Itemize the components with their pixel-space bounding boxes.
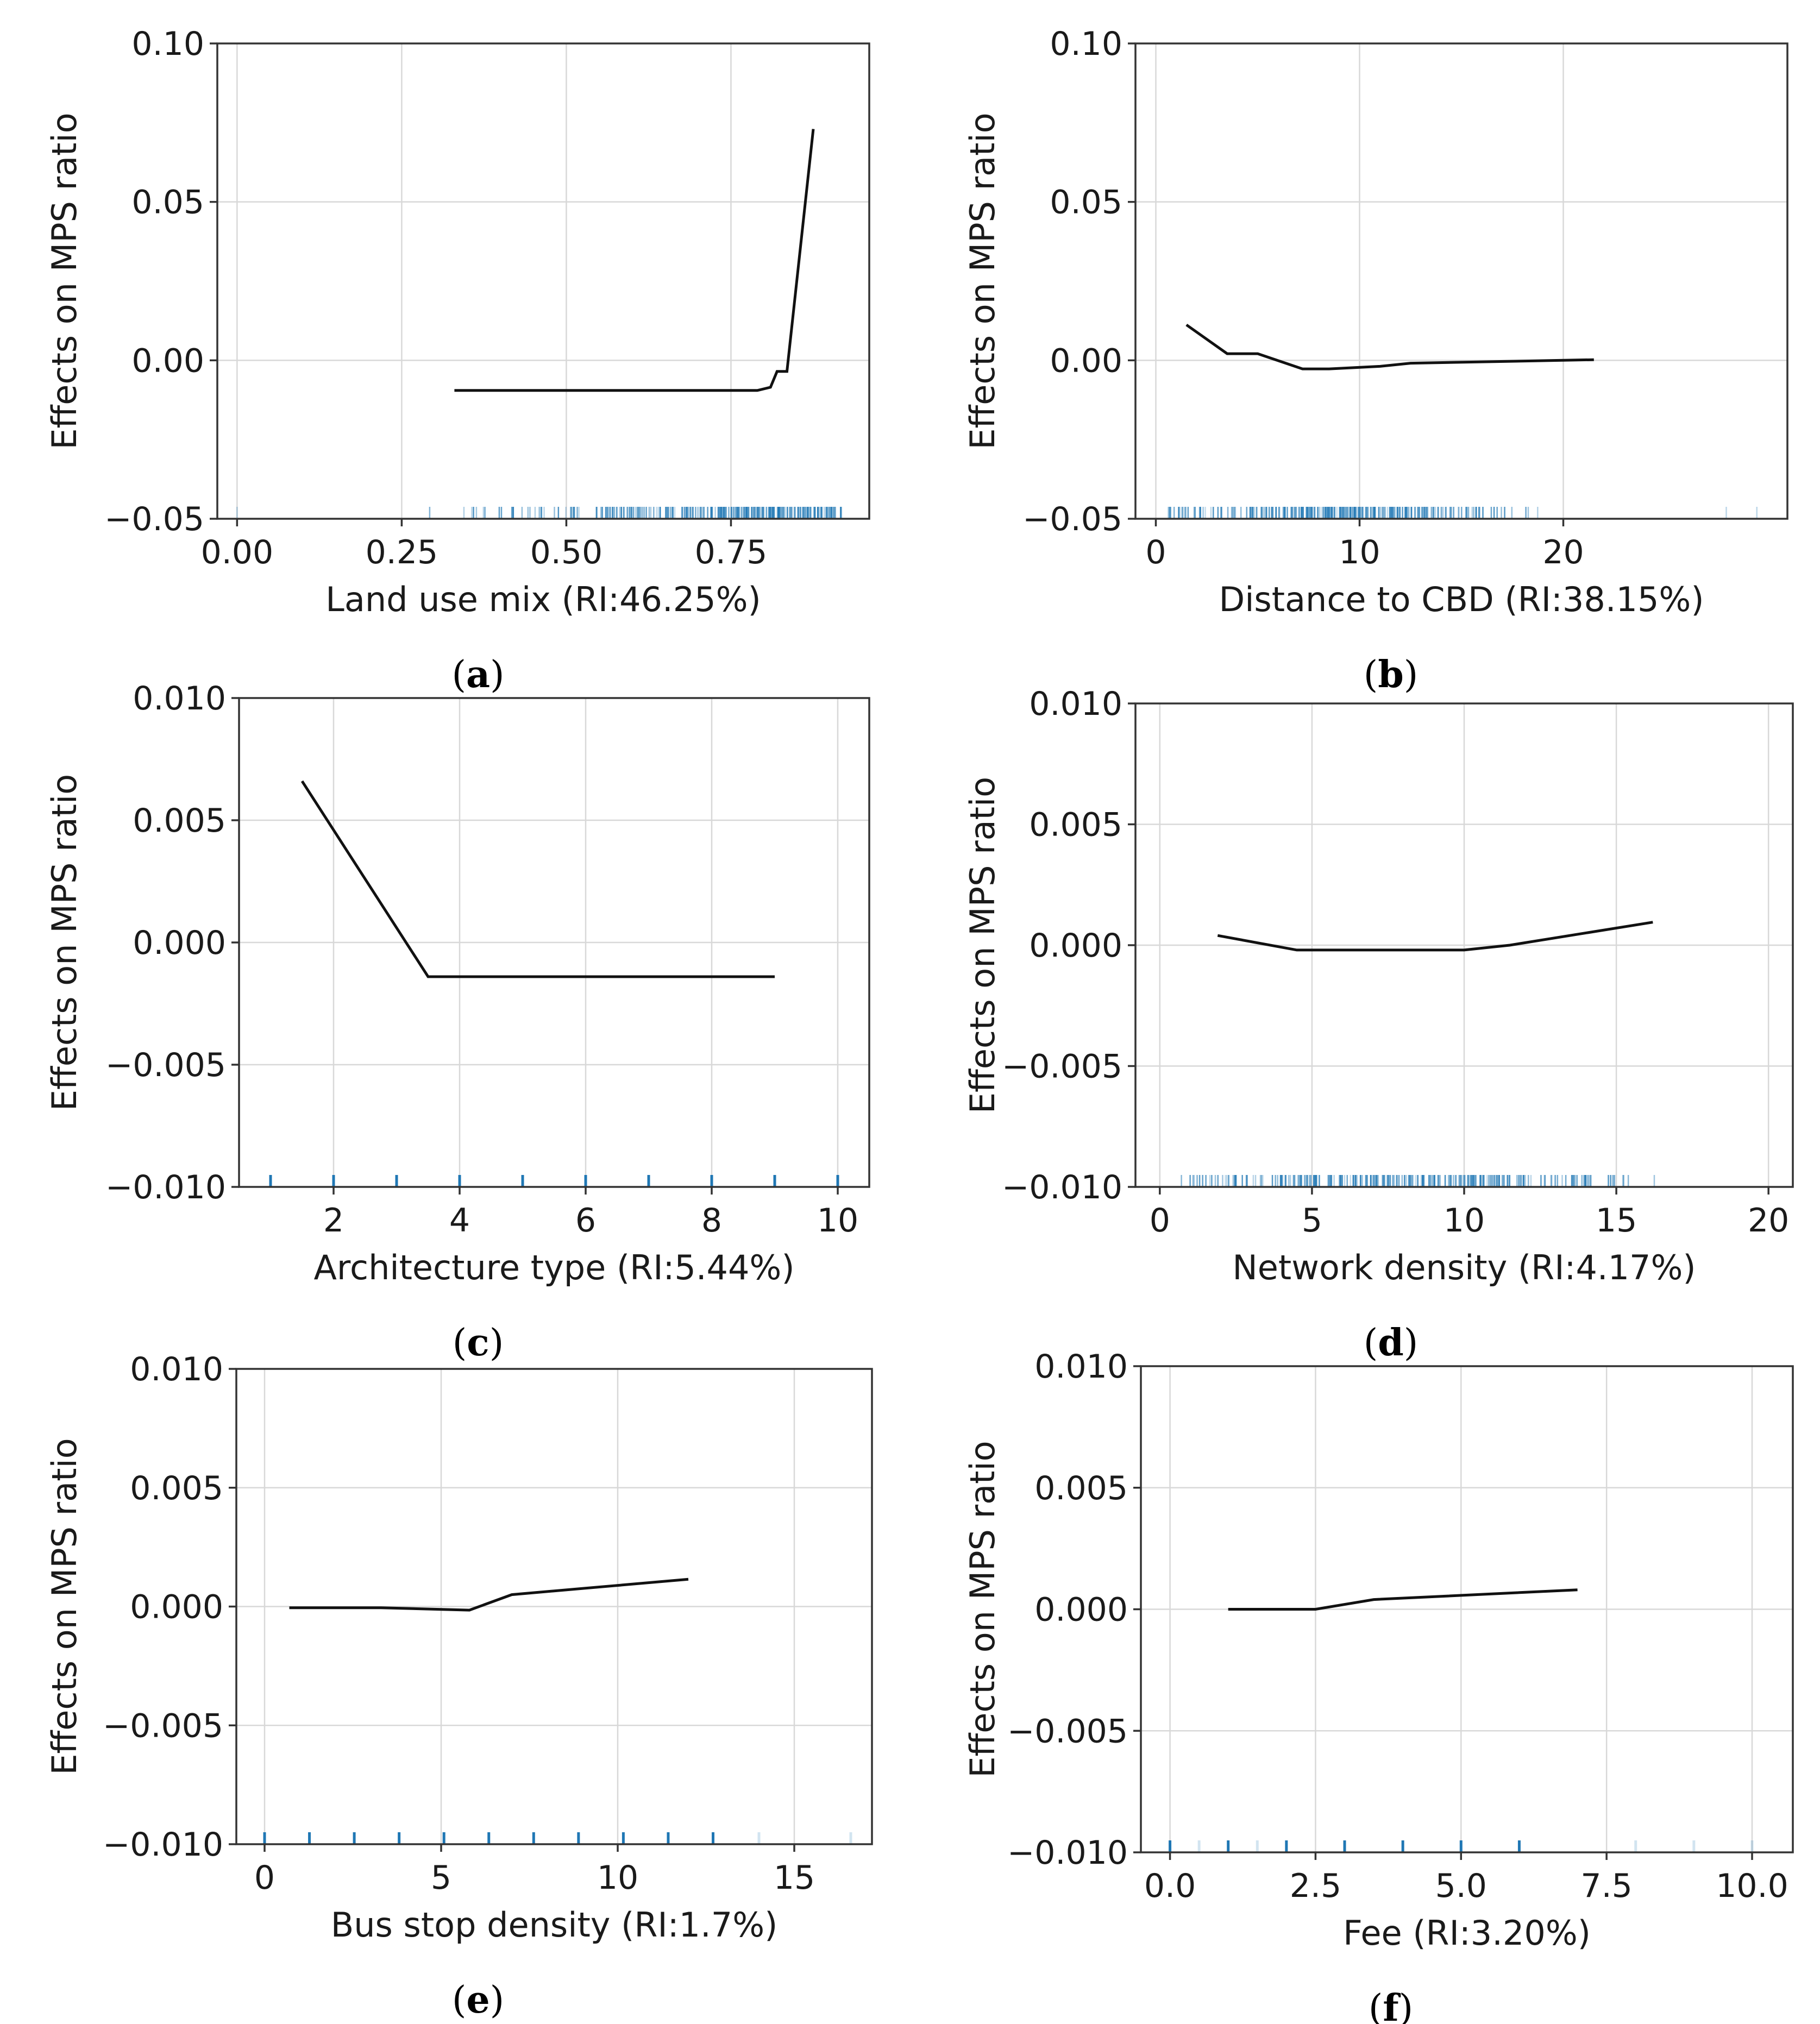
y-axis-label-d: Effects on MPS ratio xyxy=(963,777,1002,1114)
panel-e: 0 5 10 15 −0.010 −0.005 0.000 0.005 0.010 Bus sto… xyxy=(45,1350,873,2022)
x-tick-label-e-1: 5 xyxy=(431,1859,451,1897)
panel-label-a: (a) xyxy=(451,653,504,696)
x-tick-label-e-3: 15 xyxy=(774,1859,815,1897)
y-tick-label-f-2: 0.000 xyxy=(1034,1591,1128,1629)
y-axis-label-c: Effects on MPS ratio xyxy=(45,774,84,1111)
panel-b: 0 10 20 −0.05 0.00 0.05 0.10 Distance to CBD (R… xyxy=(963,25,1788,696)
x-axis-label-c: Architecture type (RI:5.44%) xyxy=(313,1248,794,1287)
y-tick-label-d-0: −0.010 xyxy=(1002,1168,1122,1206)
rug-c xyxy=(269,1175,839,1187)
y-tick-label-a-1: 0.00 xyxy=(131,342,204,380)
x-tick-label-f-1: 2.5 xyxy=(1290,1867,1341,1905)
pdp-line-a xyxy=(454,129,815,392)
x-tick-label-d-3: 15 xyxy=(1596,1202,1637,1240)
y-tick-label-b-3: 0.10 xyxy=(1050,25,1122,63)
y-tick-label-f-3: 0.005 xyxy=(1034,1469,1128,1507)
y-tick-label-b-1: 0.00 xyxy=(1050,342,1122,380)
pdp-line-e xyxy=(289,1577,689,1612)
x-axis-label-a: Land use mix (RI:46.25%) xyxy=(325,580,761,619)
x-axis-label-e: Bus stop density (RI:1.7%) xyxy=(331,1905,778,1945)
y-axis-label-a: Effects on MPS ratio xyxy=(45,112,84,449)
y-tick-label-b-0: −0.05 xyxy=(1022,500,1122,538)
x-axis-label-f: Fee (RI:3.20%) xyxy=(1343,1913,1591,1953)
x-axis-label-d: Network density (RI:4.17%) xyxy=(1232,1248,1696,1287)
panel-label-e: (e) xyxy=(452,1978,504,2022)
x-axis-label-b: Distance to CBD (RI:38.15%) xyxy=(1219,580,1704,619)
rug-a xyxy=(236,507,842,519)
x-tick-label-c-0: 2 xyxy=(323,1202,344,1240)
panel-f: 0.0 2.5 5.0 7.5 10.0 −0.010 −0.005 0.000 0.005 0.… xyxy=(963,1348,1794,2024)
x-tick-label-b-2: 20 xyxy=(1542,533,1584,571)
x-tick-label-d-0: 0 xyxy=(1150,1202,1170,1240)
x-tick-label-a-1: 0.25 xyxy=(366,533,438,571)
pdp-line-b xyxy=(1185,323,1594,370)
x-tick-label-c-4: 10 xyxy=(817,1202,858,1240)
x-tick-label-a-3: 0.75 xyxy=(695,533,768,571)
pdp-line-c xyxy=(300,780,775,978)
rug-d xyxy=(1181,1175,1655,1187)
panel-c: 2 4 6 8 10 −0.010 −0.005 0.000 0.005 0.010 Archite… xyxy=(45,680,870,1365)
y-tick-label-a-2: 0.05 xyxy=(131,184,204,222)
x-tick-label-f-2: 5.0 xyxy=(1435,1867,1487,1905)
y-tick-label-e-2: 0.000 xyxy=(130,1588,223,1626)
x-tick-label-b-1: 10 xyxy=(1339,533,1380,571)
x-tick-label-f-0: 0.0 xyxy=(1144,1867,1196,1905)
y-tick-label-e-0: −0.010 xyxy=(103,1826,223,1864)
y-tick-label-d-4: 0.010 xyxy=(1029,685,1122,723)
x-tick-label-c-2: 6 xyxy=(575,1202,596,1240)
pdp-line-f xyxy=(1228,1588,1578,1611)
axes-frame-a xyxy=(216,42,870,520)
x-tick-label-d-4: 20 xyxy=(1748,1202,1789,1240)
y-tick-label-f-0: −0.010 xyxy=(1007,1834,1128,1872)
y-tick-label-a-0: −0.05 xyxy=(104,500,204,538)
panel-label-d: (d) xyxy=(1364,1321,1419,1365)
rug-b xyxy=(1168,507,1758,519)
x-tick-label-d-2: 10 xyxy=(1444,1202,1485,1240)
x-tick-label-f-4: 10.0 xyxy=(1716,1867,1788,1905)
x-tick-label-a-2: 0.50 xyxy=(530,533,603,571)
x-tick-label-d-1: 5 xyxy=(1302,1202,1322,1240)
x-tick-label-a-0: 0.00 xyxy=(201,533,274,571)
y-tick-label-c-1: −0.005 xyxy=(105,1046,226,1084)
y-axis-label-e: Effects on MPS ratio xyxy=(45,1438,84,1775)
x-tick-label-f-3: 7.5 xyxy=(1580,1867,1632,1905)
pdp-line-d xyxy=(1217,921,1653,952)
y-tick-label-f-4: 0.010 xyxy=(1034,1348,1128,1386)
panel-label-f: (f) xyxy=(1369,1987,1413,2024)
y-tick-label-c-2: 0.000 xyxy=(133,924,226,962)
y-tick-label-f-1: −0.005 xyxy=(1007,1712,1128,1750)
y-tick-label-c-0: −0.010 xyxy=(105,1168,226,1206)
y-tick-label-a-3: 0.10 xyxy=(131,25,204,63)
x-tick-label-e-0: 0 xyxy=(254,1859,275,1897)
y-axis-label-f: Effects on MPS ratio xyxy=(963,1441,1002,1777)
y-tick-label-c-3: 0.005 xyxy=(133,802,226,840)
y-tick-label-d-2: 0.000 xyxy=(1029,927,1122,965)
y-tick-label-e-1: −0.005 xyxy=(103,1707,223,1745)
panel-label-c: (c) xyxy=(453,1321,504,1365)
y-tick-label-d-3: 0.005 xyxy=(1029,806,1122,844)
x-tick-label-e-2: 10 xyxy=(597,1859,638,1897)
panel-label-b: (b) xyxy=(1364,653,1419,696)
axes-frame-b xyxy=(1134,42,1788,520)
x-tick-label-c-3: 8 xyxy=(701,1202,722,1240)
y-tick-label-b-2: 0.05 xyxy=(1050,184,1122,222)
y-axis-label-b: Effects on MPS ratio xyxy=(963,112,1002,449)
rug-e xyxy=(263,1832,852,1844)
y-tick-label-c-4: 0.010 xyxy=(133,680,226,718)
x-tick-label-b-0: 0 xyxy=(1145,533,1166,571)
panel-d: 0 5 10 15 20 −0.010 −0.005 0.000 0.005 0.010 Netwo… xyxy=(963,685,1794,1365)
y-tick-label-e-4: 0.010 xyxy=(130,1350,223,1388)
y-tick-label-d-1: −0.005 xyxy=(1002,1048,1122,1086)
rug-f xyxy=(1169,1840,1754,1852)
x-tick-label-c-1: 4 xyxy=(449,1202,470,1240)
y-tick-label-e-3: 0.005 xyxy=(130,1469,223,1507)
